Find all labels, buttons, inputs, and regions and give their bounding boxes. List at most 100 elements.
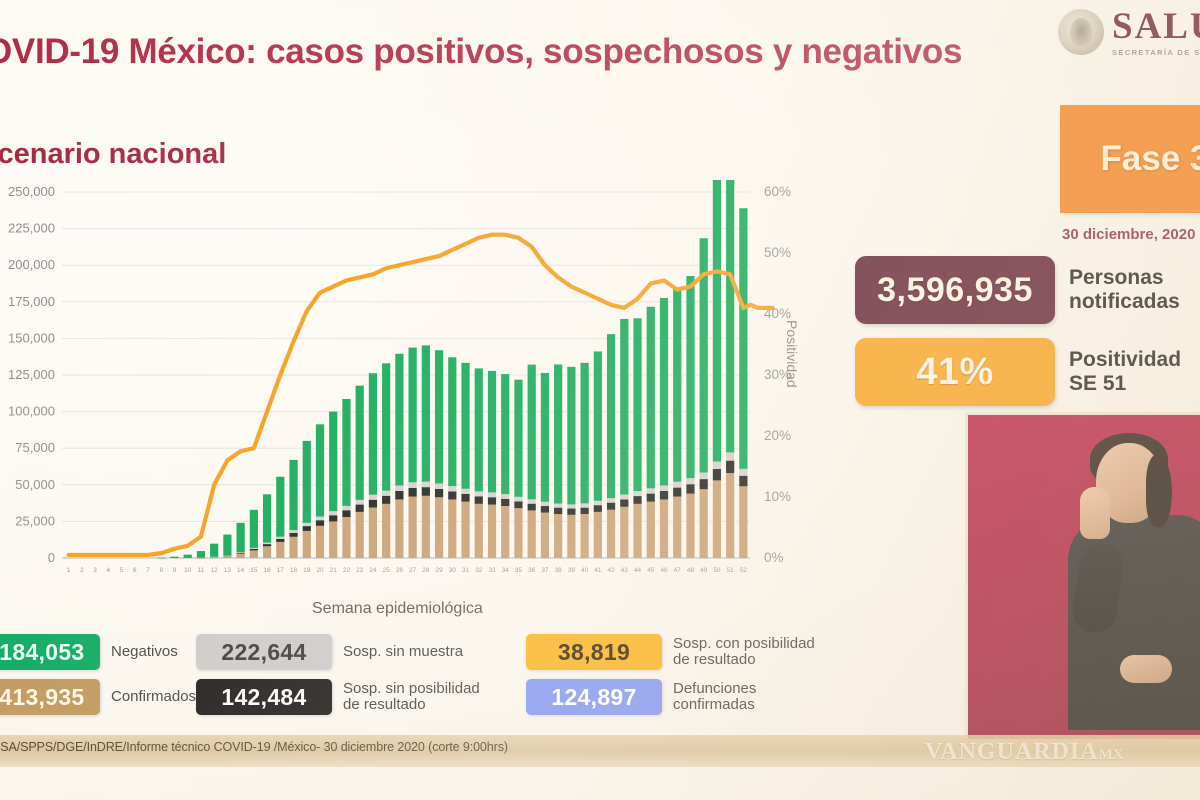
legend-value-confirmados: 1,413,935: [0, 683, 85, 710]
svg-text:9: 9: [173, 567, 177, 574]
legend-swatch-sosp-sin-posibilidad: 142,484: [196, 679, 332, 715]
svg-text:4: 4: [107, 567, 111, 574]
svg-text:19: 19: [303, 567, 311, 574]
legend-value-sosp-sin-posibilidad: 142,484: [221, 683, 307, 710]
svg-text:20: 20: [316, 567, 324, 574]
svg-text:50%: 50%: [764, 245, 791, 260]
svg-text:38: 38: [555, 567, 563, 574]
svg-text:200,000: 200,000: [8, 257, 55, 272]
legend-label-sosp-sin-posibilidad: Sosp. sin posibilidad de resultado: [343, 679, 480, 714]
covid-cases-chart: 0 25,000 50,000 75,000 100,000 125,000 150,000…: [0, 180, 840, 620]
salud-subtitle: SECRETARÍA DE SALUD: [1112, 48, 1200, 57]
svg-text:43: 43: [621, 567, 629, 574]
salud-logo: SALUD SECRETARÍA DE SALUD: [1058, 8, 1200, 57]
legend-value-sosp-con-posibilidad: 38,819: [557, 638, 631, 665]
legend-label-line1: Sosp. sin posibilidad: [343, 679, 480, 697]
legend-label-defunciones: Defunciones confirmadas: [673, 680, 756, 714]
svg-text:28: 28: [422, 567, 430, 574]
svg-text:1: 1: [67, 567, 71, 574]
svg-text:36: 36: [528, 567, 536, 574]
watermark-text: VANGUARDIA: [925, 739, 1099, 765]
phase-badge: Fase 3: [1060, 105, 1200, 213]
svg-text:50,000: 50,000: [15, 477, 55, 492]
svg-text:34: 34: [502, 567, 510, 574]
svg-text:0%: 0%: [764, 550, 784, 565]
svg-text:75,000: 75,000: [15, 440, 55, 455]
legend-item-sosp-con-posibilidad: 38,819 Sosp. con posibilidad de resultad…: [526, 634, 846, 670]
svg-text:3: 3: [93, 567, 97, 574]
legend-label-line2: de resultado: [343, 696, 426, 713]
svg-text:24: 24: [369, 567, 377, 574]
svg-text:6: 6: [133, 567, 137, 574]
legend-swatch-sosp-con-posibilidad: 38,819: [526, 634, 662, 670]
legend-item-defunciones: 124,897 Defunciones confirmadas: [526, 679, 846, 715]
svg-text:42: 42: [608, 567, 616, 574]
legend-swatch-negativos: 2,184,053: [0, 634, 100, 670]
svg-text:150,000: 150,000: [8, 330, 55, 345]
legend-label-line2: confirmadas: [673, 696, 755, 713]
stat-caption-line1: Positividad: [1069, 348, 1182, 372]
svg-text:0: 0: [48, 550, 55, 565]
svg-text:52: 52: [740, 567, 748, 574]
svg-text:45: 45: [647, 567, 655, 574]
svg-text:27: 27: [409, 567, 417, 574]
svg-text:25: 25: [383, 567, 391, 574]
legend-item-sosp-sin-muestra: 222,644 Sosp. sin muestra: [196, 634, 526, 670]
footer-bar: [0, 735, 1200, 767]
y-axis-right-title: Positividad: [784, 320, 800, 388]
svg-text:11: 11: [198, 567, 205, 574]
stat-pill-notificadas: 3,596,935: [855, 256, 1055, 324]
mexico-emblem-icon: [1058, 9, 1104, 56]
svg-text:8: 8: [159, 567, 163, 574]
svg-text:13: 13: [224, 567, 232, 574]
svg-text:125,000: 125,000: [8, 367, 55, 382]
svg-text:35: 35: [515, 567, 523, 574]
sign-language-interpreter-video: [965, 412, 1200, 742]
chart-canvas: 0 25,000 50,000 75,000 100,000 125,000 150,000…: [8, 180, 791, 574]
interpreter-hand-raised: [1080, 487, 1110, 539]
svg-text:10: 10: [184, 567, 192, 574]
svg-text:47: 47: [674, 567, 682, 574]
chart-legend: 2,184,053 Negativos 222,644 Sosp. sin mu…: [0, 634, 864, 724]
svg-text:50: 50: [713, 567, 721, 574]
legend-swatch-confirmados: 1,413,935: [0, 679, 100, 715]
svg-text:40: 40: [581, 567, 589, 574]
svg-text:100,000: 100,000: [8, 404, 55, 419]
page-title: COVID-19 México: casos positivos, sospec…: [0, 32, 963, 71]
stat-caption-line2: SE 51: [1069, 372, 1127, 395]
svg-text:48: 48: [687, 567, 695, 574]
svg-text:21: 21: [330, 567, 338, 574]
legend-label-line2: de resultado: [673, 651, 756, 668]
legend-label-sosp-con-posibilidad: Sosp. con posibilidad de resultado: [673, 635, 815, 669]
svg-text:30%: 30%: [764, 367, 791, 382]
legend-item-confirmados: 1,413,935 Confirmados: [0, 679, 196, 715]
legend-item-sosp-sin-posibilidad: 142,484 Sosp. sin posibilidad de resulta…: [196, 679, 526, 715]
watermark: VANGUARDIAMX: [925, 739, 1124, 766]
svg-text:7: 7: [146, 567, 150, 574]
legend-item-negativos: 2,184,053 Negativos: [0, 634, 196, 670]
svg-text:32: 32: [475, 567, 483, 574]
interpreter-hair-side: [1146, 455, 1172, 527]
svg-text:250,000: 250,000: [8, 184, 55, 199]
svg-text:44: 44: [634, 567, 642, 574]
svg-text:23: 23: [356, 567, 364, 574]
svg-text:31: 31: [462, 567, 470, 574]
x-axis-title: Semana epidemiológica: [312, 600, 483, 617]
svg-text:51: 51: [727, 567, 735, 574]
report-date: 30 diciembre, 2020: [1062, 226, 1196, 243]
svg-text:5: 5: [120, 567, 124, 574]
stat-personas-notificadas: 3,596,935 Personas notificadas: [855, 256, 1180, 324]
svg-text:10%: 10%: [764, 489, 791, 504]
legend-label-negativos: Negativos: [111, 642, 178, 660]
interpreter-hand-lower: [1120, 655, 1172, 683]
stat-value-positividad: 41%: [916, 350, 994, 393]
svg-text:49: 49: [700, 567, 708, 574]
salud-logo-text: SALUD SECRETARÍA DE SALUD: [1112, 8, 1200, 57]
source-citation: SSA/SPPS/DGE/InDRE/Informe técnico COVID…: [0, 740, 508, 754]
svg-text:175,000: 175,000: [8, 294, 55, 309]
stat-value-notificadas: 3,596,935: [877, 270, 1033, 309]
svg-text:33: 33: [488, 567, 496, 574]
legend-value-defunciones: 124,897: [551, 683, 637, 710]
svg-text:22: 22: [343, 567, 351, 574]
